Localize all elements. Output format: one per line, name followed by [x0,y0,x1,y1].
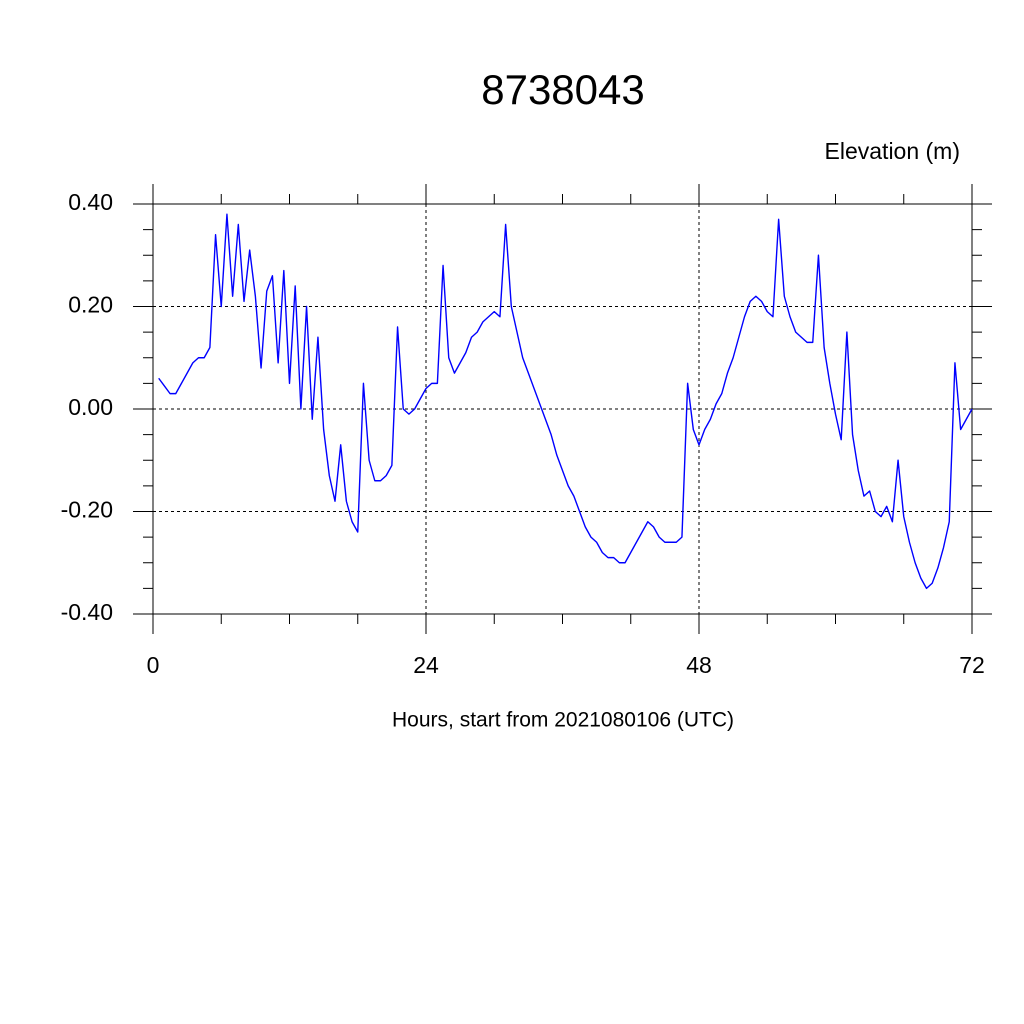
y-tick-label: 0.00 [68,394,113,420]
y-tick-label: -0.40 [61,599,113,625]
x-tick-label: 48 [686,652,712,678]
x-tick-label: 0 [147,652,160,678]
x-tick-label: 72 [959,652,985,678]
y-tick-label: 0.20 [68,292,113,318]
x-axis-title: Hours, start from 2021080106 (UTC) [392,709,734,732]
chart-title: 8738043 [481,66,645,113]
x-tick-label: 24 [413,652,439,678]
data-line [158,213,973,590]
y-tick-label: 0.40 [68,189,113,215]
y-tick-label: -0.20 [61,497,113,523]
chart-subtitle: Elevation (m) [825,138,960,164]
